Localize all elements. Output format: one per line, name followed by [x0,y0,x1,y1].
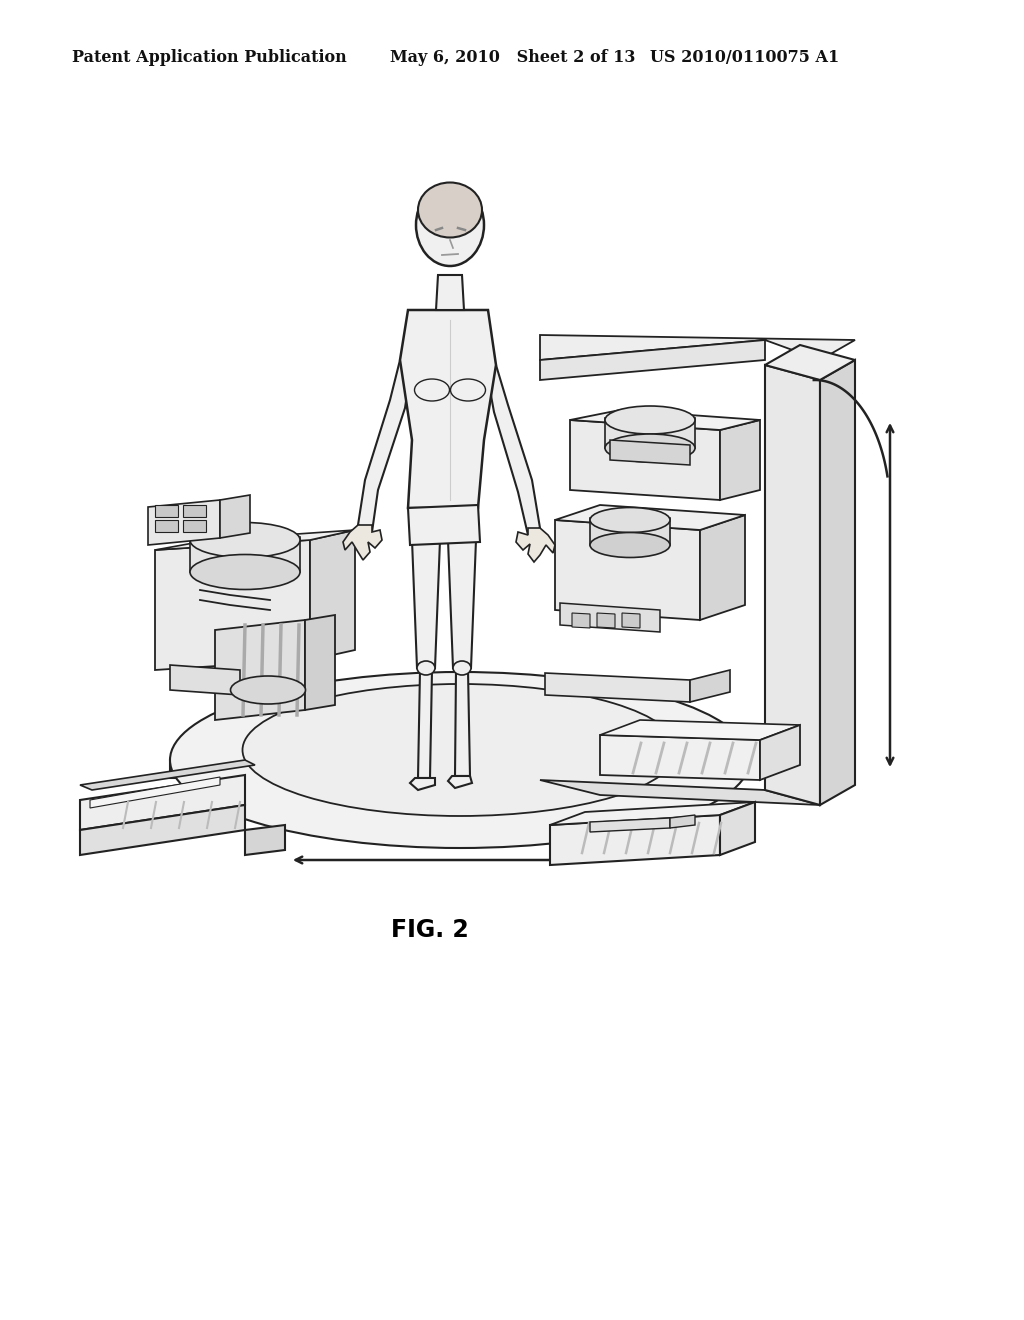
Polygon shape [597,612,615,628]
Polygon shape [572,612,590,628]
Text: US 2010/0110075 A1: US 2010/0110075 A1 [650,49,840,66]
Bar [190,537,300,572]
Polygon shape [765,345,855,380]
Polygon shape [305,615,335,710]
Polygon shape [670,814,695,828]
Polygon shape [410,777,435,789]
Polygon shape [545,673,690,702]
Polygon shape [155,540,310,671]
Polygon shape [418,671,432,777]
Polygon shape [80,760,255,789]
Polygon shape [343,525,382,560]
Polygon shape [560,603,660,632]
Polygon shape [690,671,730,702]
Polygon shape [80,775,245,830]
Polygon shape [540,780,820,805]
Text: FIG. 2: FIG. 2 [391,917,469,942]
Polygon shape [449,540,476,668]
Polygon shape [436,275,464,310]
Polygon shape [412,540,440,668]
Polygon shape [148,500,220,545]
Polygon shape [720,420,760,500]
Polygon shape [183,520,206,532]
Ellipse shape [418,182,482,238]
Polygon shape [720,803,755,855]
Ellipse shape [170,672,750,847]
Polygon shape [570,420,720,500]
Ellipse shape [605,434,695,462]
Polygon shape [622,612,640,628]
Polygon shape [540,341,765,380]
Polygon shape [155,520,178,532]
Ellipse shape [190,554,300,590]
Ellipse shape [590,532,670,557]
Polygon shape [550,803,755,825]
Polygon shape [700,515,745,620]
Polygon shape [455,671,470,776]
Text: May 6, 2010   Sheet 2 of 13: May 6, 2010 Sheet 2 of 13 [390,49,635,66]
Polygon shape [820,360,855,805]
Polygon shape [155,531,355,550]
Polygon shape [400,310,496,508]
Ellipse shape [416,183,484,267]
Polygon shape [760,725,800,780]
Ellipse shape [230,676,305,704]
Polygon shape [215,620,305,719]
Polygon shape [220,495,250,539]
Polygon shape [358,360,412,532]
Polygon shape [170,760,750,777]
Polygon shape [155,506,178,517]
Polygon shape [555,520,700,620]
Ellipse shape [453,661,471,675]
Polygon shape [90,777,220,808]
Polygon shape [600,735,760,780]
Ellipse shape [417,661,435,675]
Polygon shape [310,531,355,660]
Polygon shape [486,366,540,535]
Ellipse shape [605,407,695,434]
Polygon shape [183,506,206,517]
Ellipse shape [243,684,678,816]
Text: Patent Application Publication: Patent Application Publication [72,49,347,66]
Polygon shape [610,440,690,465]
Bar [605,418,695,447]
Polygon shape [245,825,285,855]
Polygon shape [170,665,240,696]
Polygon shape [80,805,245,855]
Polygon shape [555,506,745,531]
Ellipse shape [190,523,300,557]
Polygon shape [570,411,760,430]
Polygon shape [449,776,472,788]
Bar [590,517,670,545]
Polygon shape [516,528,555,562]
Ellipse shape [590,507,670,532]
Polygon shape [590,818,670,832]
Polygon shape [765,366,820,805]
Polygon shape [550,814,720,865]
Polygon shape [408,506,480,545]
Polygon shape [540,335,855,360]
Polygon shape [600,719,800,741]
